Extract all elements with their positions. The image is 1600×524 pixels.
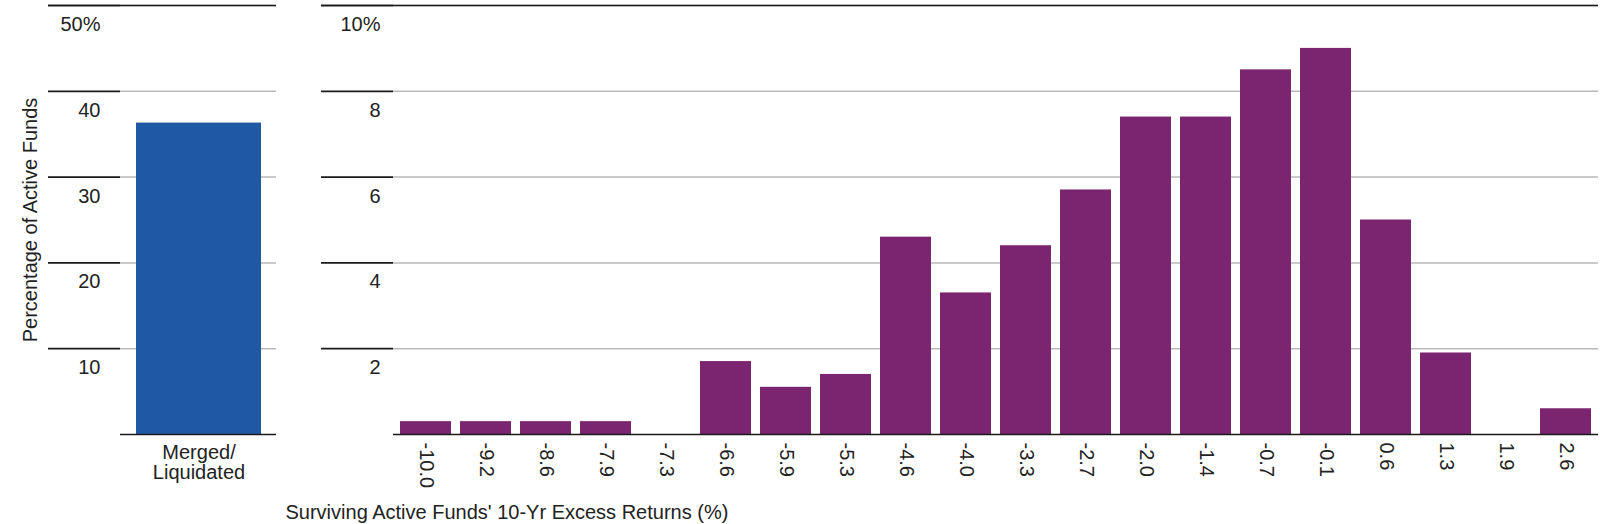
svg-text:Merged/Liquidated: Merged/Liquidated	[153, 441, 245, 483]
svg-text:1.3: 1.3	[1436, 443, 1458, 471]
svg-text:-2.0: -2.0	[1136, 443, 1158, 477]
svg-text:2: 2	[369, 356, 380, 378]
svg-text:Surviving Active Funds' 10-Yr: Surviving Active Funds' 10-Yr Excess Ret…	[286, 501, 729, 523]
svg-text:10%: 10%	[340, 13, 380, 35]
svg-text:-4.6: -4.6	[896, 443, 918, 477]
svg-text:4: 4	[369, 270, 380, 292]
svg-text:10: 10	[78, 356, 100, 378]
svg-text:6: 6	[369, 185, 380, 207]
svg-text:-0.1: -0.1	[1316, 443, 1338, 477]
svg-text:-5.9: -5.9	[776, 443, 798, 477]
svg-text:-2.7: -2.7	[1076, 443, 1098, 477]
svg-text:-7.9: -7.9	[596, 443, 618, 477]
svg-text:-3.3: -3.3	[1016, 443, 1038, 477]
svg-text:-5.3: -5.3	[836, 443, 858, 477]
svg-text:-1.4: -1.4	[1196, 443, 1218, 477]
svg-text:-10.0: -10.0	[416, 443, 438, 489]
svg-text:20: 20	[78, 270, 100, 292]
svg-text:0.6: 0.6	[1376, 443, 1398, 471]
svg-text:-7.3: -7.3	[656, 443, 678, 477]
svg-text:50%: 50%	[60, 13, 100, 35]
svg-text:1.9: 1.9	[1496, 443, 1518, 471]
svg-text:30: 30	[78, 185, 100, 207]
svg-text:-0.7: -0.7	[1256, 443, 1278, 477]
svg-text:8: 8	[369, 99, 380, 121]
svg-text:-6.6: -6.6	[716, 443, 738, 477]
svg-text:-4.0: -4.0	[956, 443, 978, 477]
svg-text:40: 40	[78, 99, 100, 121]
svg-text:-8.6: -8.6	[536, 443, 558, 477]
svg-text:Percentage of Active Funds: Percentage of Active Funds	[19, 98, 41, 343]
svg-text:2.6: 2.6	[1556, 443, 1578, 471]
svg-text:-9.2: -9.2	[476, 443, 498, 477]
